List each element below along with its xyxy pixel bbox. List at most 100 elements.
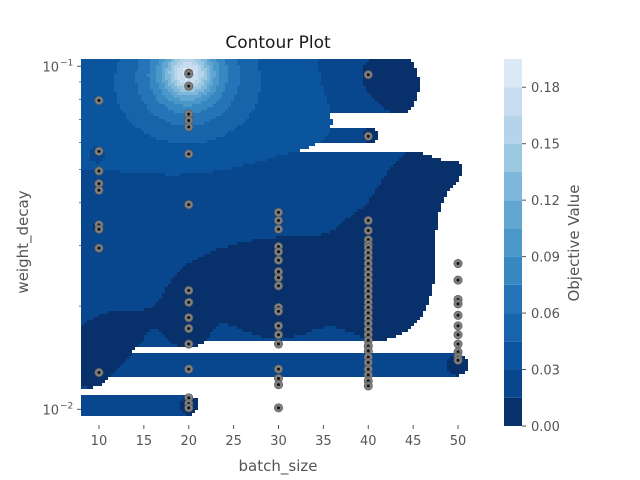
colorbar-band [504,200,522,229]
trial-point-center [277,284,280,288]
contour-band [147,59,228,113]
y-tick-exponent: −1 [60,58,73,68]
colorbar-band [504,228,522,257]
colorbar-tick-label: 0.09 [531,251,560,266]
colorbar-band [504,341,522,370]
trial-point-center [366,262,370,266]
trial-point-center [277,270,280,274]
x-tick-label: 35 [315,434,332,449]
trial-point-center [187,316,191,320]
trial-point-center [97,227,101,231]
x-tick-label: 40 [360,434,377,449]
trial-point-center [97,246,101,250]
trial-point-center [366,384,370,388]
colorbar-band [504,143,522,172]
trial-point-center [277,219,280,223]
x-tick-label: 30 [270,434,287,449]
colorbar-band [504,171,522,201]
trial-point-center [456,358,460,362]
trial-point-center [366,367,370,371]
trial-point-center [187,396,191,400]
colorbar-band [504,369,522,398]
contour-band [81,59,456,416]
trial-point-center [277,250,280,254]
trial-point-center [366,327,370,331]
trial-point-center [187,72,191,76]
trial-point-center [456,324,460,328]
x-axis: 10 15 20 25 30 35 40 45 50 [91,425,467,449]
trial-point-center [366,267,370,271]
colorbar-tick-label: 0.15 [531,138,560,153]
trial-point-center [277,309,280,313]
trial-point-center [456,302,460,306]
plot-area [81,59,468,416]
trial-point-center [456,333,460,337]
trial-point-center [456,342,460,346]
x-tick-label: 20 [180,434,197,449]
trial-point-center [366,338,370,342]
x-tick-label: 25 [225,434,242,449]
trial-point-center [456,262,460,266]
trial-point-center [277,227,280,231]
y-tick-label: 10 [42,403,59,418]
trial-point-center [187,203,191,207]
trial-point-center [366,273,370,277]
contour-fill [81,59,468,416]
trial-point-center [366,360,370,364]
contour-band [114,59,261,143]
colorbar: 0.00 0.03 0.06 0.09 0.12 0.15 0.18 [504,59,560,435]
colorbar-band [504,397,522,426]
colorbar-label: Objective Value [565,184,583,301]
trial-point-center [366,349,370,353]
contour-band [174,59,204,89]
trial-point-center [187,342,191,346]
colorbar-band [504,256,522,285]
x-tick-label: 10 [91,434,108,449]
colorbar-band [504,313,522,342]
trial-point-center [187,112,191,116]
trial-point-center [366,306,370,310]
trial-point-center [187,406,191,410]
trial-point-center [187,118,191,122]
trial-point-center [366,321,370,325]
trial-point-center [366,251,370,255]
trial-point-center [366,373,370,377]
trial-point-center [277,342,280,346]
y-tick-label: 10 [42,60,59,75]
colorbar-band [504,115,522,144]
trial-point-center [97,371,101,375]
trial-point-center [97,149,101,153]
trial-point-center [277,333,280,337]
colorbar-tick-label: 0.12 [531,194,560,209]
chart-title: Contour Plot [225,33,331,53]
trial-point-center [366,73,370,77]
contour-band [168,59,207,92]
trial-point-center [277,367,280,371]
x-tick-label: 45 [405,434,422,449]
y-axis-label: weight_decay [14,190,33,293]
colorbar-tick-label: 0.18 [531,81,560,96]
x-tick-label: 15 [136,434,153,449]
trial-point-center [366,256,370,260]
trial-point-center [97,182,101,186]
trial-point-center [456,278,460,282]
colorbar-band [504,87,522,116]
x-axis-label: batch_size [239,457,318,476]
contour-band [81,59,333,176]
trial-point-center [277,406,280,410]
x-tick-label: 50 [450,434,467,449]
trial-point-center [187,152,191,156]
trial-point-center [277,324,280,328]
trial-point-center [366,289,370,293]
trial-point-center [366,311,370,315]
y-tick-exponent: −2 [60,401,73,411]
trial-point-center [277,276,280,280]
colorbar-band [504,59,522,88]
colorbar-tick-label: 0.03 [531,364,560,379]
trial-point-center [187,300,191,304]
trial-point-center [187,125,191,129]
trial-point-center [97,98,101,102]
contour-band [162,59,216,101]
colorbar-tick-label: 0.06 [531,307,560,322]
